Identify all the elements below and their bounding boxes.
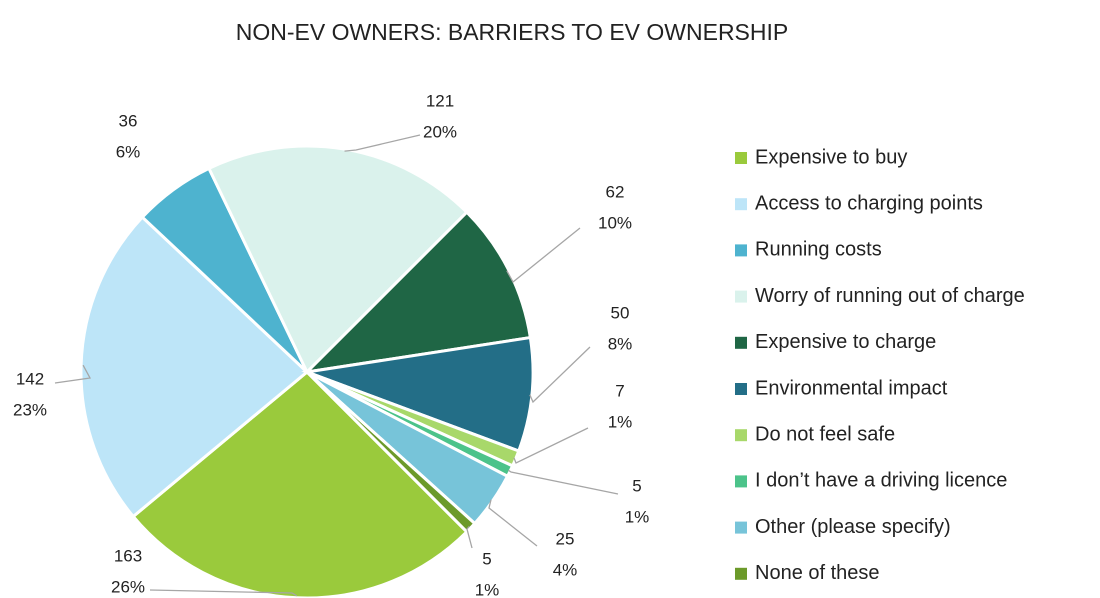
legend-swatch — [735, 152, 747, 164]
data-label: 5 — [632, 476, 641, 495]
leader-line — [149, 589, 298, 597]
legend-swatch — [735, 336, 747, 349]
legend-swatch — [735, 198, 747, 211]
legend-swatch — [735, 567, 747, 580]
data-label: 121 — [426, 91, 454, 110]
chart-title: NON-EV OWNERS: BARRIERS TO EV OWNERSHIP — [236, 19, 789, 45]
pie-slice — [305, 370, 477, 534]
pie-slice — [206, 144, 469, 375]
pie-slice — [301, 335, 535, 453]
pie-slice — [79, 215, 310, 519]
data-label: 62 — [606, 182, 625, 201]
leader-line — [488, 499, 538, 547]
percent-label: 10% — [598, 213, 632, 232]
data-label: 5 — [482, 549, 491, 568]
data-label: 142 — [16, 369, 44, 388]
data-label: 36 — [119, 111, 138, 130]
data-label: 50 — [611, 303, 630, 322]
percent-label: 6% — [116, 142, 141, 161]
legend-label: Other (please specify) — [755, 516, 951, 538]
legend-label: Running costs — [755, 239, 882, 261]
legend-swatch — [735, 244, 747, 257]
legend-label: I don’t have a driving licence — [755, 470, 1007, 492]
percent-label: 26% — [111, 577, 145, 596]
legend-label: Access to charging points — [755, 192, 983, 214]
leader-line — [506, 227, 581, 283]
legend-label: Do not feel safe — [755, 423, 895, 445]
legend-label: Worry of running out of charge — [755, 285, 1025, 307]
percent-label: 4% — [553, 560, 578, 579]
pie-slice — [302, 210, 533, 375]
legend-swatch — [735, 521, 747, 534]
legend-label: Expensive to buy — [755, 146, 907, 168]
data-label: 7 — [615, 381, 624, 400]
legend-swatch — [735, 290, 747, 303]
leader-line — [54, 364, 92, 384]
data-label: 163 — [114, 546, 142, 565]
percent-label: 8% — [608, 334, 633, 353]
legend-label: Environmental impact — [755, 377, 948, 399]
leader-line — [344, 134, 421, 152]
percent-label: 1% — [475, 580, 500, 598]
leader-line — [513, 427, 589, 464]
data-label: 25 — [556, 529, 575, 548]
percent-label: 23% — [13, 400, 47, 419]
legend-swatch — [735, 383, 747, 395]
legend-label: Expensive to charge — [755, 331, 936, 353]
leader-line — [529, 346, 591, 404]
legend-swatch — [735, 475, 747, 488]
legend-swatch — [735, 429, 747, 442]
legend-label: None of these — [755, 562, 880, 584]
percent-label: 20% — [423, 122, 457, 141]
percent-label: 1% — [625, 507, 650, 526]
leader-line — [466, 525, 473, 549]
leader-line — [507, 469, 619, 495]
percent-label: 1% — [608, 412, 633, 431]
